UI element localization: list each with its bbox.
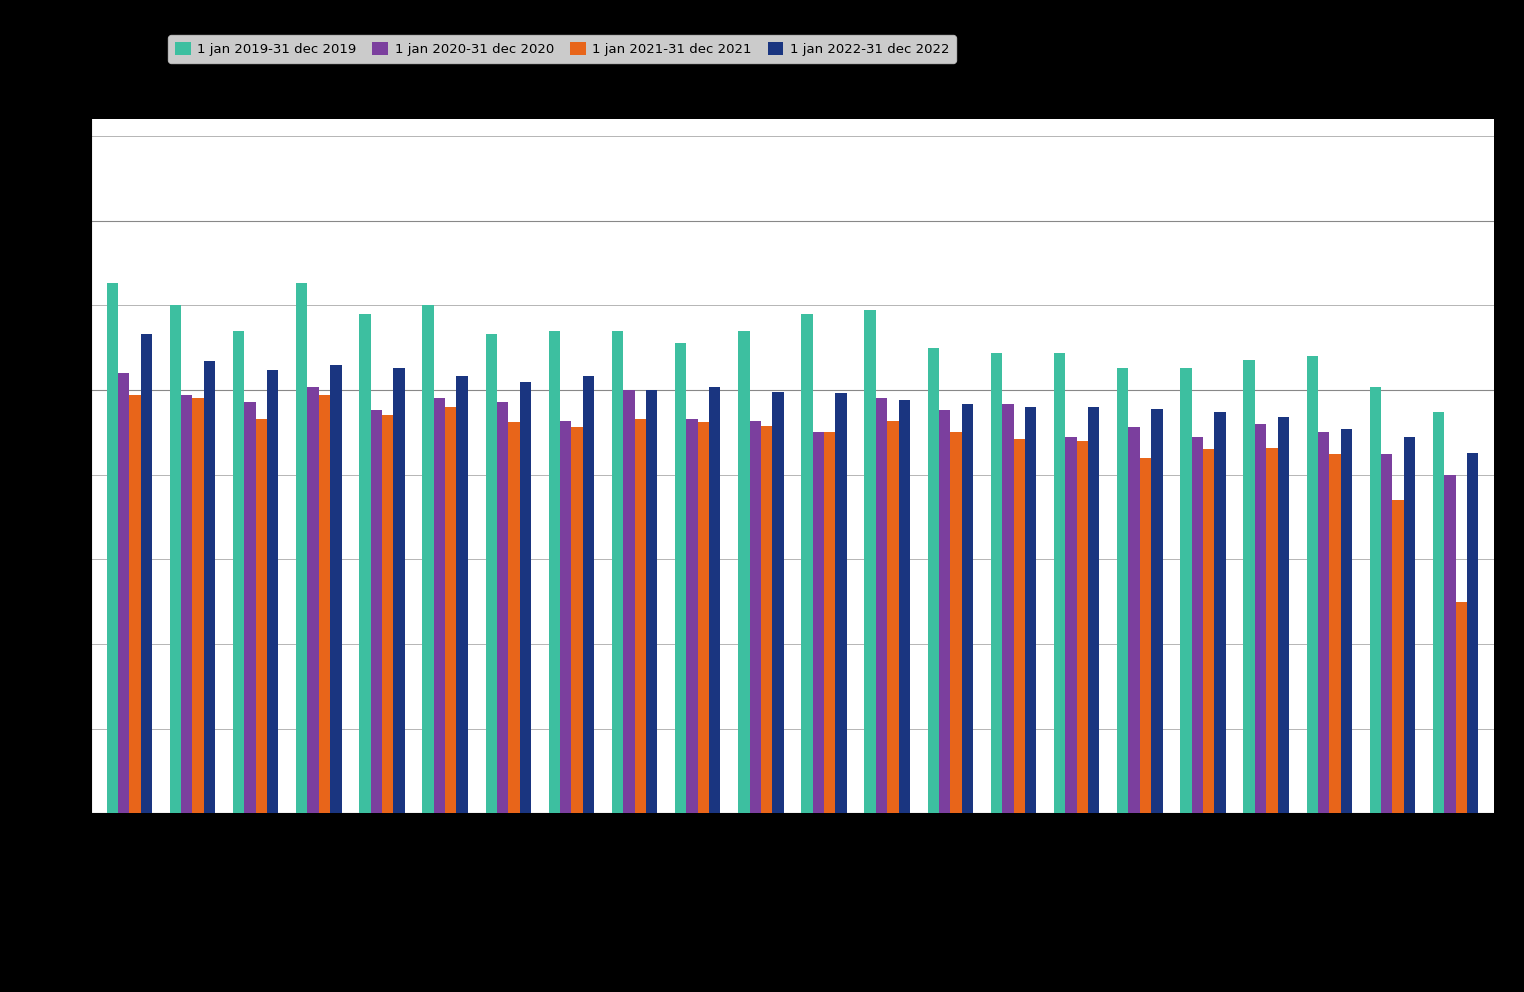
Bar xyxy=(497,402,509,813)
Bar xyxy=(750,421,760,813)
Bar xyxy=(267,370,279,813)
Bar xyxy=(393,368,405,813)
Bar xyxy=(1445,475,1455,813)
Bar xyxy=(876,399,887,813)
Bar xyxy=(962,404,974,813)
Bar xyxy=(864,310,876,813)
Bar xyxy=(623,390,634,813)
Bar xyxy=(1244,359,1254,813)
Bar xyxy=(360,313,370,813)
Bar xyxy=(1341,429,1352,813)
Bar xyxy=(812,433,824,813)
Bar xyxy=(899,400,910,813)
Bar xyxy=(445,407,457,813)
Bar xyxy=(1433,412,1445,813)
Bar xyxy=(140,334,152,813)
Bar xyxy=(422,306,434,813)
Bar xyxy=(835,394,847,813)
Bar xyxy=(1013,439,1026,813)
Bar xyxy=(1076,440,1088,813)
Bar xyxy=(1306,356,1318,813)
Bar xyxy=(1128,428,1140,813)
Bar xyxy=(204,361,215,813)
Bar xyxy=(1180,368,1192,813)
Bar xyxy=(256,419,267,813)
Bar xyxy=(1318,433,1329,813)
Bar xyxy=(1140,457,1151,813)
Bar xyxy=(1329,454,1341,813)
Bar xyxy=(802,313,812,813)
Bar xyxy=(1003,404,1013,813)
Bar xyxy=(117,373,130,813)
Bar xyxy=(1254,424,1266,813)
Bar xyxy=(549,330,559,813)
Bar xyxy=(1468,452,1478,813)
Legend: 1 jan 2019-31 dec 2019, 1 jan 2020-31 dec 2020, 1 jan 2021-31 dec 2021, 1 jan 20: 1 jan 2019-31 dec 2019, 1 jan 2020-31 de… xyxy=(168,36,956,62)
Bar xyxy=(130,395,140,813)
Bar xyxy=(698,423,709,813)
Bar xyxy=(308,387,319,813)
Bar xyxy=(611,330,623,813)
Bar xyxy=(244,402,256,813)
Bar xyxy=(1202,449,1215,813)
Bar xyxy=(1151,409,1163,813)
Bar xyxy=(1055,353,1065,813)
Bar xyxy=(1192,437,1202,813)
Bar xyxy=(709,387,721,813)
Bar xyxy=(559,421,572,813)
Bar xyxy=(1404,437,1416,813)
Bar xyxy=(1393,500,1404,813)
Bar xyxy=(939,411,951,813)
Bar xyxy=(773,392,783,813)
Bar xyxy=(738,330,750,813)
Bar xyxy=(486,334,497,813)
Bar xyxy=(951,433,962,813)
Bar xyxy=(107,284,117,813)
Bar xyxy=(319,395,331,813)
Bar xyxy=(1370,387,1381,813)
Bar xyxy=(1455,602,1468,813)
Bar xyxy=(1117,368,1128,813)
Bar xyxy=(824,433,835,813)
Bar xyxy=(675,342,686,813)
Bar xyxy=(1266,447,1277,813)
Bar xyxy=(1277,417,1289,813)
Bar xyxy=(331,365,341,813)
Bar xyxy=(296,284,308,813)
Bar xyxy=(1381,454,1393,813)
Y-axis label: Recept: Recept xyxy=(9,87,56,102)
Bar xyxy=(1215,412,1225,813)
Bar xyxy=(457,377,468,813)
Bar xyxy=(1026,407,1036,813)
Bar xyxy=(520,382,530,813)
Bar xyxy=(509,423,520,813)
Bar xyxy=(370,411,383,813)
Bar xyxy=(434,399,445,813)
Bar xyxy=(582,377,594,813)
Bar xyxy=(1088,407,1099,813)
Bar xyxy=(1065,437,1076,813)
Bar xyxy=(233,330,244,813)
Bar xyxy=(646,390,657,813)
Bar xyxy=(192,399,204,813)
Bar xyxy=(634,419,646,813)
Bar xyxy=(686,419,698,813)
Bar xyxy=(572,428,582,813)
Bar xyxy=(928,347,939,813)
Bar xyxy=(169,306,181,813)
Bar xyxy=(760,426,773,813)
Bar xyxy=(991,353,1003,813)
Bar xyxy=(887,421,899,813)
Bar xyxy=(181,395,192,813)
Bar xyxy=(383,416,393,813)
